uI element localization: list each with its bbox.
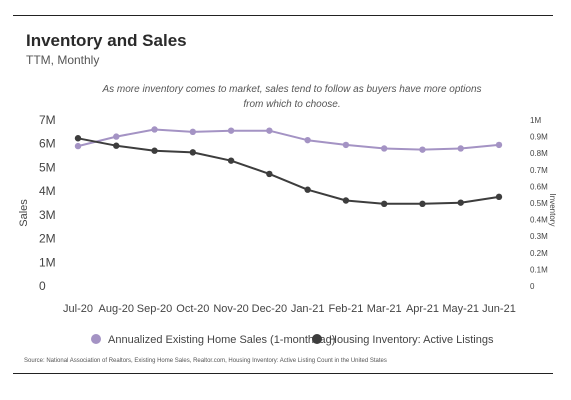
x-tick-label: Sep-20 — [137, 303, 172, 315]
x-tick-label: Nov-20 — [213, 303, 248, 315]
y-tick-label-left: 3M — [39, 208, 56, 222]
y-tick-label-right: 1M — [530, 116, 541, 125]
inventory-data-point — [151, 147, 158, 154]
x-tick-label: May-21 — [442, 303, 479, 315]
x-tick-label: Mar-21 — [367, 303, 402, 315]
x-tick-label: Jun-21 — [482, 303, 516, 315]
sales-data-point — [113, 133, 120, 140]
legend-inventory-marker — [312, 334, 322, 344]
inventory-series-line — [77, 137, 500, 205]
y-tick-label-right: 0.2M — [530, 249, 548, 258]
inventory-data-point — [304, 186, 311, 193]
x-tick-label: Oct-20 — [176, 303, 209, 315]
inventory-data-point — [495, 193, 503, 201]
sales-data-point — [151, 126, 158, 133]
inventory-data-point — [342, 197, 350, 204]
y-tick-label-right: 0.4M — [530, 216, 548, 225]
sales-data-point — [74, 142, 82, 150]
inventory-data-point — [189, 149, 197, 156]
y-tick-label-left: 2M — [39, 232, 56, 246]
y-tick-label-right: 0.9M — [530, 133, 548, 142]
y-tick-label-right: 0.1M — [530, 265, 548, 274]
inventory-data-point — [113, 142, 120, 149]
source-note: Source: National Association of Realtors… — [24, 358, 387, 364]
chart-subtitle: TTM, Monthly — [26, 53, 100, 67]
legend-sales-label: Annualized Existing Home Sales (1-month … — [108, 334, 335, 346]
y-tick-label-left: 5M — [39, 160, 56, 174]
x-tick-label: Feb-21 — [328, 303, 363, 315]
y-tick-label-right: 0.7M — [530, 166, 548, 175]
y-tick-label-left: 7M — [39, 113, 56, 127]
y-tick-label-right: 0 — [530, 282, 535, 291]
x-tick-label: Dec-20 — [252, 303, 287, 315]
y-tick-label-left: 6M — [39, 137, 56, 151]
inventory-data-point — [74, 135, 82, 142]
inventory-data-point — [419, 200, 426, 208]
sales-data-point — [266, 127, 273, 134]
chart-title: Inventory and Sales — [26, 31, 187, 50]
bottom-rule — [13, 373, 553, 374]
inventory-data-point — [380, 200, 388, 208]
x-tick-label: Aug-20 — [99, 303, 134, 315]
x-tick-label: Apr-21 — [406, 303, 439, 315]
y-tick-label-right: 0.3M — [530, 232, 548, 241]
sales-data-point — [189, 128, 197, 136]
sales-data-point — [227, 127, 235, 134]
top-rule — [13, 15, 553, 16]
sales-data-point — [419, 146, 426, 153]
y-tick-label-left: 1M — [39, 255, 56, 269]
legend-inventory-label: Housing Inventory: Active Listings — [329, 334, 494, 346]
sales-data-point — [342, 141, 350, 149]
sales-data-point — [380, 145, 388, 152]
y-axis-title-right: Inventory — [548, 194, 557, 227]
sales-data-point — [457, 145, 464, 152]
chart-annotation: As more inventory comes to market, sales… — [102, 84, 482, 110]
y-tick-label-right: 0.6M — [530, 182, 548, 191]
x-tick-label: Jul-20 — [63, 303, 93, 315]
y-tick-label-left: 0 — [39, 279, 46, 293]
x-tick-label: Jan-21 — [291, 303, 325, 315]
inventory-data-point — [227, 157, 235, 164]
legend-sales-marker — [91, 334, 101, 344]
y-tick-label-left: 4M — [39, 184, 56, 198]
y-tick-label-right: 0.5M — [530, 199, 548, 208]
sales-series-line — [77, 128, 500, 151]
sales-data-point — [495, 141, 503, 149]
inventory-data-point — [457, 199, 464, 206]
y-axis-title-left: Sales — [18, 199, 30, 227]
inventory-data-point — [266, 170, 273, 178]
y-tick-label-right: 0.8M — [530, 149, 548, 158]
sales-data-point — [304, 136, 311, 144]
